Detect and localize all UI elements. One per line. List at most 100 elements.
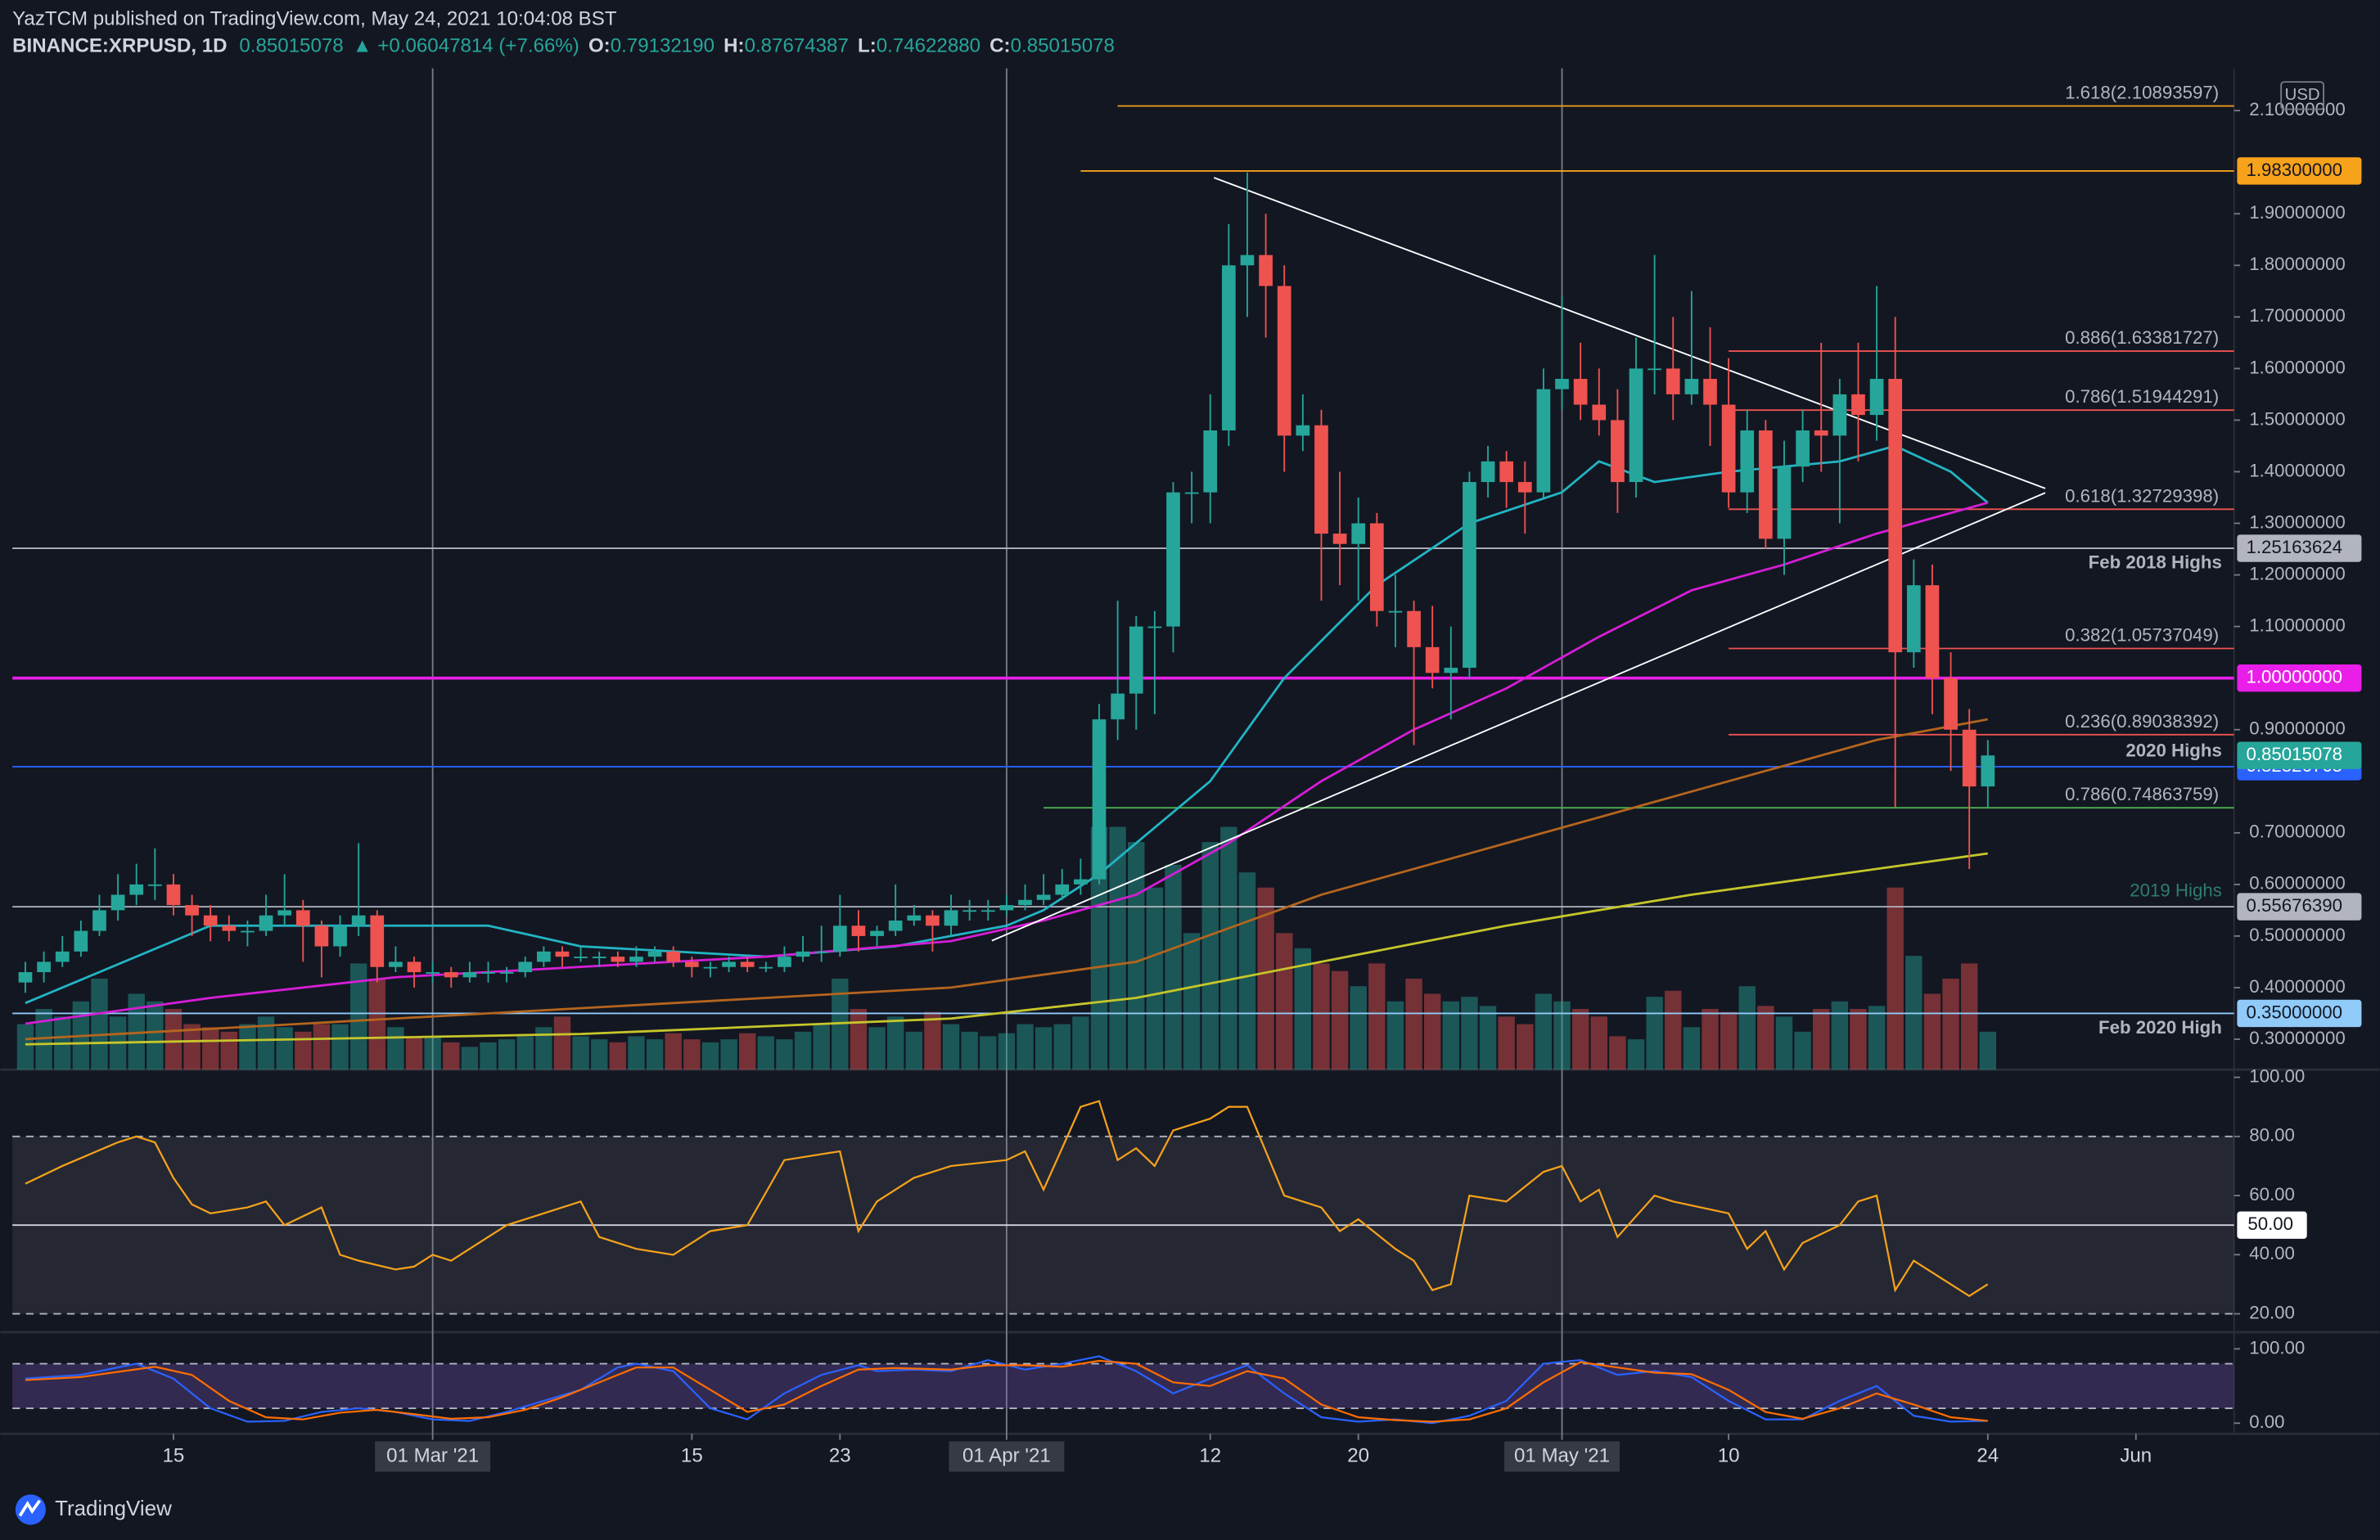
candle-body [1851, 394, 1865, 416]
level-note: 2019 Highs [2130, 880, 2222, 900]
price-tag [2237, 157, 2362, 185]
symbol-line: BINANCE:XRPUSD, 1D 0.85015078 ▲ +0.0604781… [12, 35, 1115, 57]
volume-bar [165, 1009, 183, 1070]
candle-body [481, 972, 495, 974]
x-tick-box [949, 1441, 1065, 1472]
volume-bar [1868, 1006, 1886, 1070]
candle-body [1648, 368, 1661, 371]
price-tag-label: 1.25163624 [2247, 537, 2343, 557]
candle-body [778, 957, 791, 967]
price-tag-label: 0.85015078 [2247, 744, 2343, 764]
volume-bar [886, 1016, 904, 1070]
ohlc-value: 0.85015078 [1011, 35, 1115, 57]
candle-body [685, 961, 699, 967]
candle-body [980, 910, 995, 912]
x-tick-label: 15 [681, 1444, 703, 1466]
volume-bar [1331, 970, 1349, 1070]
candle-body [222, 925, 237, 931]
volume-bar [239, 1024, 256, 1070]
tv-logo [15, 1494, 46, 1525]
x-tick-label: 01 May '21 [1514, 1444, 1610, 1466]
stoch-line [25, 1359, 1988, 1423]
candle-body [647, 951, 662, 957]
volume-bar [1238, 872, 1256, 1070]
level-note: Feb 2020 High [2098, 1017, 2222, 1038]
y-tick-label: 1.30000000 [2249, 511, 2346, 532]
candle-body [1777, 466, 1792, 539]
rsi-mid-label: 50.00 [2247, 1214, 2293, 1234]
ohlc-label: H: [723, 35, 744, 57]
candle-body [1944, 678, 1958, 730]
volume-bar [665, 1033, 682, 1070]
volume-bar [757, 1036, 775, 1070]
trendline [1213, 177, 2046, 489]
volume-bar [1053, 1024, 1071, 1070]
candle-body [1463, 482, 1476, 669]
volume-bar [1683, 1027, 1701, 1070]
volume-bar [16, 1024, 34, 1070]
price-tag [2237, 534, 2362, 562]
y-tick-label: 0.40000000 [2249, 976, 2346, 997]
candle-body [740, 961, 755, 967]
volume-bar [1257, 887, 1274, 1070]
volume-bar [1702, 1009, 1719, 1070]
candle-body [1962, 729, 1977, 787]
ohlc-label: O: [588, 35, 611, 57]
candle-body [722, 961, 736, 967]
volume-bar [776, 1039, 793, 1070]
candle-body [241, 930, 255, 933]
candle-body [1814, 430, 1828, 436]
volume-bar [553, 1016, 571, 1070]
candle-body [370, 915, 385, 967]
rsi-tick-label: 100.00 [2249, 1065, 2305, 1086]
candle-body [1314, 425, 1328, 534]
candle-body [389, 961, 403, 967]
price-tag [2237, 664, 2362, 692]
volume-bar [1886, 887, 1904, 1070]
volume-bar [424, 1036, 441, 1070]
volume-bar [1461, 997, 1478, 1070]
volume-bar [646, 1039, 664, 1070]
x-tick-box [1504, 1441, 1620, 1472]
volume-bar [924, 1011, 941, 1070]
x-tick-box [375, 1441, 491, 1472]
candle-body [37, 961, 51, 973]
volume-bar [850, 1009, 868, 1070]
volume-bar [1609, 1036, 1626, 1070]
rsi-line [25, 1100, 1989, 1298]
volume-bar [961, 1031, 978, 1070]
x-tick-label: 12 [1199, 1444, 1221, 1466]
publish-line: YazTCM published on TradingView.com, May… [12, 7, 617, 29]
volume-bar [313, 1024, 331, 1070]
volume-bar [1553, 1001, 1571, 1070]
candle-body [259, 915, 273, 931]
candle-body [592, 957, 606, 958]
candle-body [999, 905, 1014, 911]
volume-bar [1813, 1009, 1830, 1070]
volume-bar [683, 1039, 701, 1070]
volume-bar [220, 1031, 238, 1070]
volume-bar [201, 1027, 219, 1070]
volume-bar [1313, 963, 1330, 1070]
candle-body [926, 915, 940, 926]
volume-bar [1738, 986, 1756, 1070]
rsi-mid-box [2237, 1211, 2307, 1239]
volume-bar [1183, 933, 1201, 1070]
volume-bar [739, 1033, 756, 1070]
fib-label: 0.786(1.51944291) [2065, 386, 2219, 407]
price-tag-label: 1.98300000 [2247, 160, 2343, 180]
candle-body [1888, 378, 1903, 653]
y-tick-label: 1.10000000 [2249, 615, 2346, 635]
candle-body [1721, 404, 1736, 493]
candle-body [110, 894, 125, 911]
volume-bar [1294, 948, 1312, 1070]
volume-bar [1757, 1006, 1774, 1070]
candle-body [1555, 378, 1569, 390]
candle-body [147, 884, 162, 886]
candle-body [1166, 492, 1180, 627]
rsi-tick-label: 80.00 [2249, 1125, 2295, 1146]
volume-bar [35, 1009, 52, 1070]
candle-body [1259, 254, 1273, 286]
y-tick-label: 0.50000000 [2249, 925, 2346, 945]
